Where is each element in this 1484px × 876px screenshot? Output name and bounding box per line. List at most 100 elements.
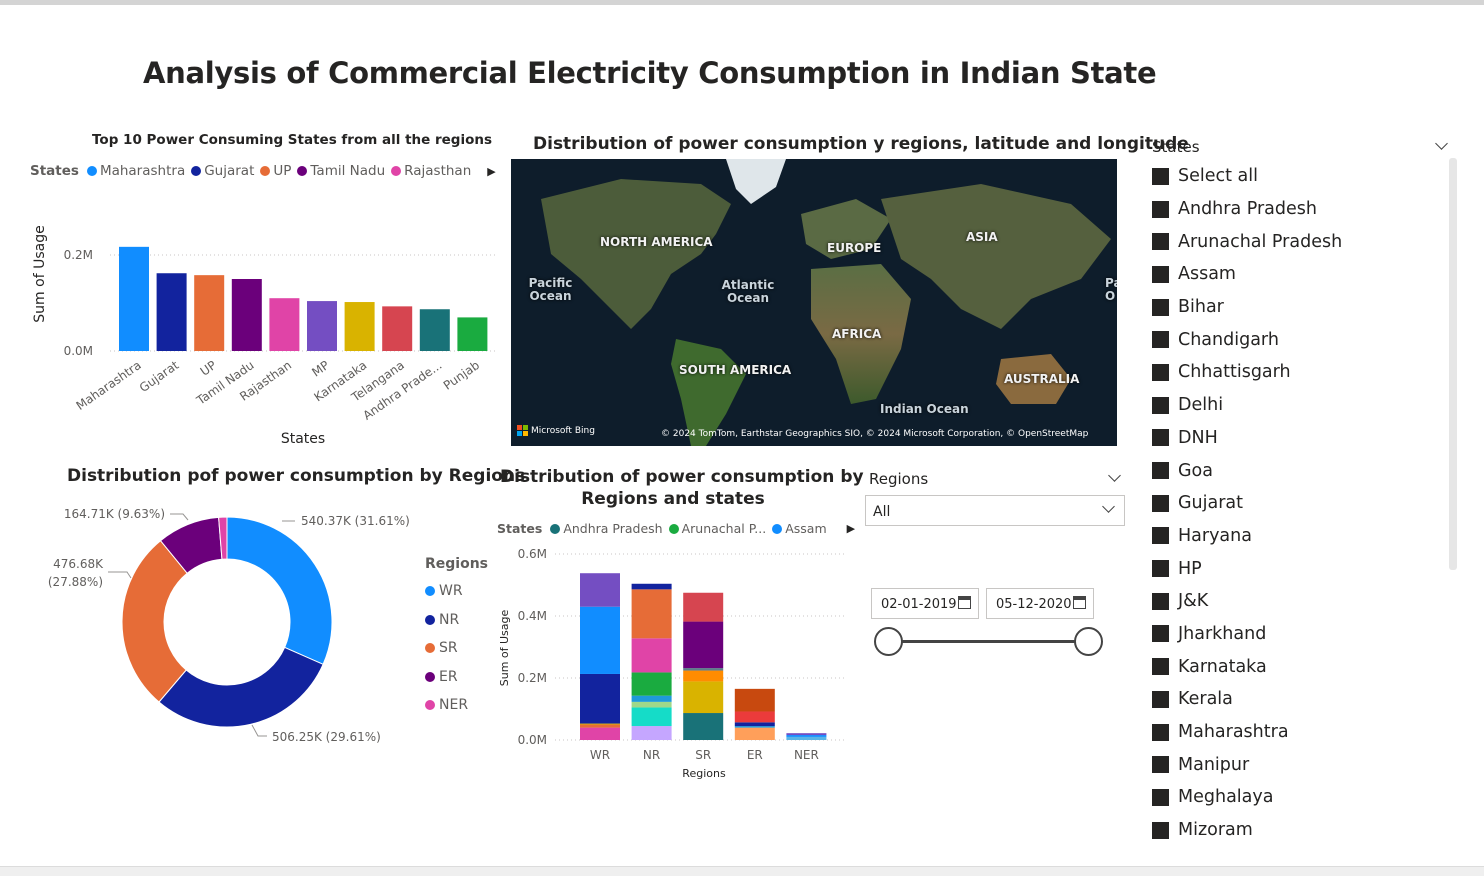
bar[interactable] [269,298,300,351]
world-map[interactable]: NORTH AMERICA EUROPE ASIA AFRICA SOUTH A… [511,159,1117,446]
state-checkbox-item[interactable]: Gujarat [1152,487,1452,520]
stacked-segment[interactable] [631,672,672,696]
stacked-segment[interactable] [580,606,620,674]
legend-item[interactable]: NR [425,606,488,635]
state-checkbox-item[interactable]: Arunachal Pradesh [1152,225,1452,258]
stacked-segment[interactable] [683,621,724,669]
stacked-segment[interactable] [580,673,620,724]
donut-slice[interactable] [226,516,333,665]
stacked-segment[interactable] [734,727,775,740]
stacked-segment[interactable] [631,695,672,702]
bar[interactable] [307,301,337,351]
checkbox-icon[interactable] [1152,658,1169,676]
checkbox-icon[interactable] [1152,625,1169,643]
bar[interactable] [419,309,450,351]
checkbox-icon[interactable] [1152,331,1169,349]
legend-item[interactable]: NER [425,691,488,720]
checkbox-icon[interactable] [1152,560,1169,578]
states-slicer-collapse-chevron-icon[interactable] [1435,137,1448,150]
bar[interactable] [457,317,488,351]
checkbox-icon[interactable] [1152,429,1169,447]
checkbox-icon[interactable] [1152,723,1169,741]
legend-item[interactable]: UP [260,163,291,179]
legend-item[interactable]: Arunachal P... [668,521,766,536]
bar[interactable] [119,246,149,351]
legend-item[interactable]: Gujarat [191,163,254,179]
state-checkbox-item[interactable]: Bihar [1152,291,1452,324]
stacked-segment[interactable] [786,733,827,736]
state-checkbox-item[interactable]: Haryana [1152,520,1452,553]
state-checkbox-item[interactable]: J&K [1152,585,1452,618]
stacked-segment[interactable] [786,736,827,740]
stacked-segment[interactable] [683,668,724,671]
state-checkbox-item[interactable]: Maharashtra [1152,716,1452,749]
state-checkbox-item[interactable]: Mizoram [1152,814,1452,847]
stacked-segment[interactable] [631,589,672,639]
bar[interactable] [231,279,262,351]
state-checkbox-item[interactable]: Kerala [1152,683,1452,716]
bar[interactable] [194,275,225,351]
legend-next-arrow-icon[interactable]: ▶ [846,522,856,535]
stacked-segment[interactable] [683,713,724,740]
checkbox-icon[interactable] [1152,233,1169,251]
stacked-segment[interactable] [631,583,672,590]
legend-item[interactable]: Rajasthan [391,163,471,179]
end-date-input[interactable]: 05-12-2020 [986,588,1094,619]
legend-item[interactable]: ER [425,663,488,692]
bar[interactable] [156,273,187,351]
checkbox-icon[interactable] [1152,363,1169,381]
checkbox-icon[interactable] [1152,462,1169,480]
donut-slice[interactable] [121,540,188,703]
checkbox-icon[interactable] [1152,527,1169,545]
donut-slice[interactable] [218,516,228,560]
stacked-segment[interactable] [683,681,724,714]
stacked-segment[interactable] [631,638,672,673]
checkbox-icon[interactable] [1152,396,1169,414]
state-checkbox-item[interactable]: Chhattisgarh [1152,356,1452,389]
state-checkbox-item[interactable]: Karnataka [1152,650,1452,683]
checkbox-icon[interactable] [1152,265,1169,283]
legend-item[interactable]: Tamil Nadu [297,163,385,179]
stacked-segment[interactable] [734,711,775,723]
stacked-segment[interactable] [580,724,620,728]
state-checkbox-item[interactable]: DNH [1152,422,1452,455]
legend-item[interactable]: Andhra Pradesh [550,521,663,536]
stacked-segment[interactable] [580,573,620,607]
date-slider-start-handle[interactable] [874,627,903,656]
stacked-segment[interactable] [631,707,672,727]
checkbox-icon[interactable] [1152,167,1169,185]
start-date-input[interactable]: 02-01-2019 [871,588,979,619]
legend-item[interactable]: Maharashtra [86,163,185,179]
stacked-segment[interactable] [734,688,775,712]
checkbox-icon[interactable] [1152,821,1169,839]
regions-dropdown[interactable]: All [865,495,1125,526]
stacked-segment[interactable] [631,701,672,708]
legend-item[interactable]: WR [425,577,488,606]
state-checkbox-item[interactable]: Assam [1152,258,1452,291]
state-checkbox-item[interactable]: HP [1152,552,1452,585]
checkbox-icon[interactable] [1152,788,1169,806]
bar[interactable] [382,306,413,351]
checkbox-icon[interactable] [1152,200,1169,218]
state-checkbox-item[interactable]: Goa [1152,454,1452,487]
state-checkbox-item[interactable]: Andhra Pradesh [1152,193,1452,226]
state-checkbox-item[interactable]: Delhi [1152,389,1452,422]
checkbox-icon[interactable] [1152,756,1169,774]
legend-item[interactable]: SR [425,634,488,663]
select-all-checkbox[interactable]: Select all [1152,160,1452,193]
calendar-icon[interactable] [958,596,971,609]
stacked-segment[interactable] [631,726,672,740]
bar[interactable] [344,302,375,351]
states-scrollbar[interactable] [1449,158,1457,570]
stacked-segment[interactable] [580,723,620,725]
stacked-segment[interactable] [580,727,620,740]
checkbox-icon[interactable] [1152,298,1169,316]
state-checkbox-item[interactable]: Chandigarh [1152,323,1452,356]
date-slider-end-handle[interactable] [1074,627,1103,656]
checkbox-icon[interactable] [1152,592,1169,610]
map-attribution[interactable]: © 2024 TomTom, Earthstar Geographics SIO… [661,429,1089,439]
state-checkbox-item[interactable]: Meghalaya [1152,781,1452,814]
stacked-segment[interactable] [786,735,827,737]
stacked-segment[interactable] [683,670,724,682]
donut-slice[interactable] [158,646,324,728]
